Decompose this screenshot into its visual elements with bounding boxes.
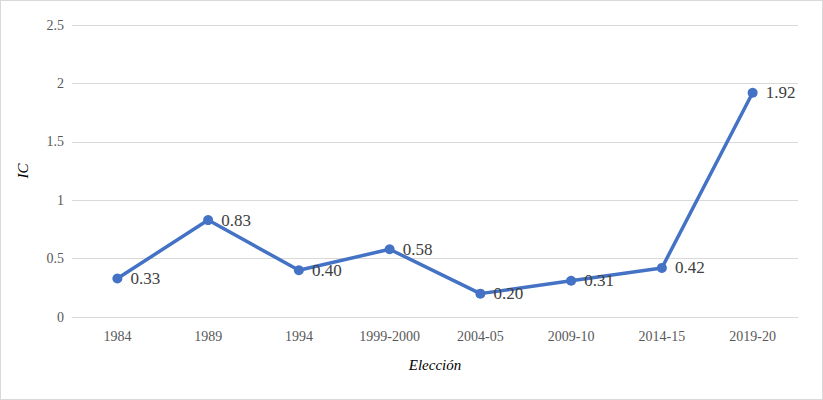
svg-text:1989: 1989 (194, 329, 222, 344)
svg-text:Elección: Elección (408, 357, 461, 373)
svg-text:1999-2000: 1999-2000 (359, 329, 420, 344)
svg-text:2004-05: 2004-05 (457, 329, 504, 344)
svg-text:2.5: 2.5 (47, 18, 65, 33)
svg-text:1.5: 1.5 (47, 134, 65, 149)
svg-text:1994: 1994 (285, 329, 313, 344)
svg-text:0.5: 0.5 (47, 251, 65, 266)
svg-text:0.83: 0.83 (221, 211, 251, 230)
svg-text:2014-15: 2014-15 (639, 329, 686, 344)
svg-text:0.33: 0.33 (130, 269, 160, 288)
svg-text:0.40: 0.40 (312, 261, 342, 280)
svg-text:2009-10: 2009-10 (548, 329, 595, 344)
svg-text:2: 2 (57, 76, 64, 91)
svg-text:2019-20: 2019-20 (729, 329, 776, 344)
svg-text:1984: 1984 (103, 329, 131, 344)
svg-text:0.31: 0.31 (584, 271, 614, 290)
svg-text:0: 0 (57, 310, 64, 325)
svg-text:1.92: 1.92 (766, 83, 796, 102)
svg-text:0.20: 0.20 (493, 284, 523, 303)
svg-text:1: 1 (57, 193, 64, 208)
svg-text:0.58: 0.58 (403, 240, 433, 259)
svg-text:IC: IC (15, 163, 31, 180)
svg-text:0.42: 0.42 (675, 258, 705, 277)
